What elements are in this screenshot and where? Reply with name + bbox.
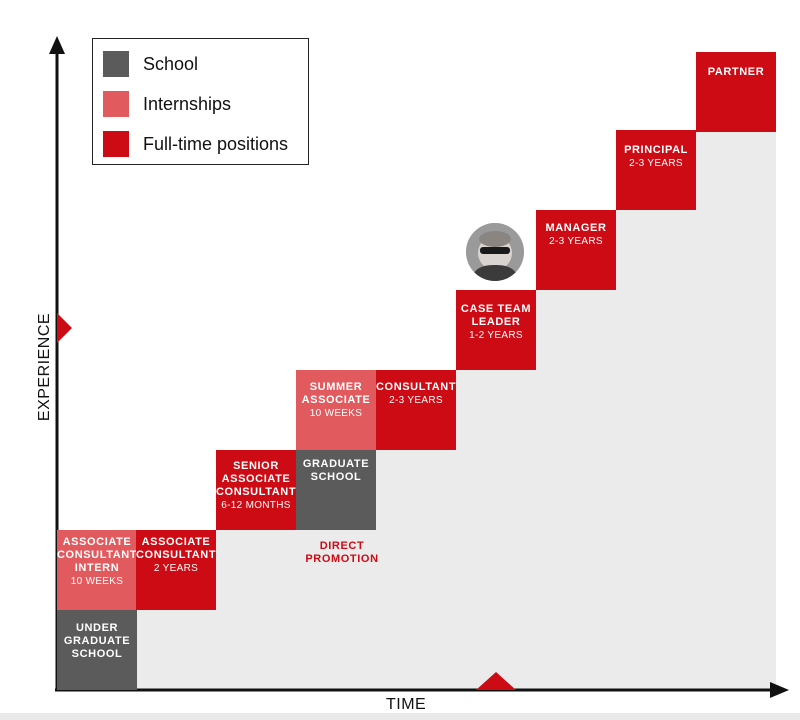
step-under-graduate-school: UNDER GRADUATE SCHOOL [57,610,137,690]
x-axis-label: TIME [386,696,427,713]
legend-swatch [103,91,129,117]
step-duration: 10 WEEKS [309,408,363,419]
step-title: SENIOR ASSOCIATE CONSULTANT [216,460,297,498]
time-marker [476,672,516,690]
step-summer-associate: SUMMER ASSOCIATE 10 WEEKS [296,370,376,450]
step-duration: 6-12 MONTHS [221,500,291,511]
experience-marker [57,313,72,343]
step-title: ASSOCIATE CONSULTANT INTERN [57,536,138,574]
step-title: PRINCIPAL [624,144,688,156]
bottom-strip [0,713,800,720]
staircase-region [57,52,776,690]
step-principal: PRINCIPAL 2-3 YEARS [616,130,696,210]
step-associate-consultant-intern: ASSOCIATE CONSULTANT INTERN 10 WEEKS [57,530,137,610]
step-manager: MANAGER 2-3 YEARS [536,210,616,290]
step-senior-associate-consultant: SENIOR ASSOCIATE CONSULTANT 6-12 MONTHS [216,450,296,530]
legend-swatch [103,51,129,77]
legend-item-internships: Internships [103,90,231,118]
step-case-team-leader: CASE TEAM LEADER 1-2 YEARS [456,290,536,370]
step-consultant: CONSULTANT 2-3 YEARS [376,370,456,450]
y-axis-arrow [49,36,65,54]
direct-promotion-label: DIRECT PROMOTION [305,540,379,565]
step-title: CONSULTANT [376,381,457,393]
legend-item-school: School [103,50,198,78]
step-title: UNDER GRADUATE SCHOOL [63,622,131,660]
legend: School Internships Full-time positions [92,38,309,165]
step-graduate-school: GRADUATE SCHOOL [296,450,376,530]
step-title: SUMMER ASSOCIATE [301,381,371,406]
x-axis-arrow [770,682,789,698]
step-title: CASE TEAM LEADER [460,303,532,328]
step-duration: 10 WEEKS [70,576,124,587]
legend-swatch [103,131,129,157]
step-title: PARTNER [707,66,765,78]
legend-item-full-time: Full-time positions [103,130,288,158]
step-duration: 2-3 YEARS [389,395,443,406]
legend-label: Internships [143,93,232,114]
step-duration: 1-2 YEARS [469,330,523,341]
step-title: GRADUATE SCHOOL [302,458,370,483]
step-duration: 2-3 YEARS [629,158,683,169]
step-associate-consultant: ASSOCIATE CONSULTANT 2 YEARS [136,530,216,610]
step-title: MANAGER [545,222,607,234]
step-title: ASSOCIATE CONSULTANT [136,536,217,561]
step-duration: 2 YEARS [153,563,199,574]
legend-label: School [143,53,199,74]
legend-label: Full-time positions [143,133,289,154]
step-partner: PARTNER [696,52,776,132]
y-axis-label: EXPERIENCE [36,312,53,422]
step-duration: 2-3 YEARS [549,236,603,247]
person-photo-icon [466,223,524,281]
